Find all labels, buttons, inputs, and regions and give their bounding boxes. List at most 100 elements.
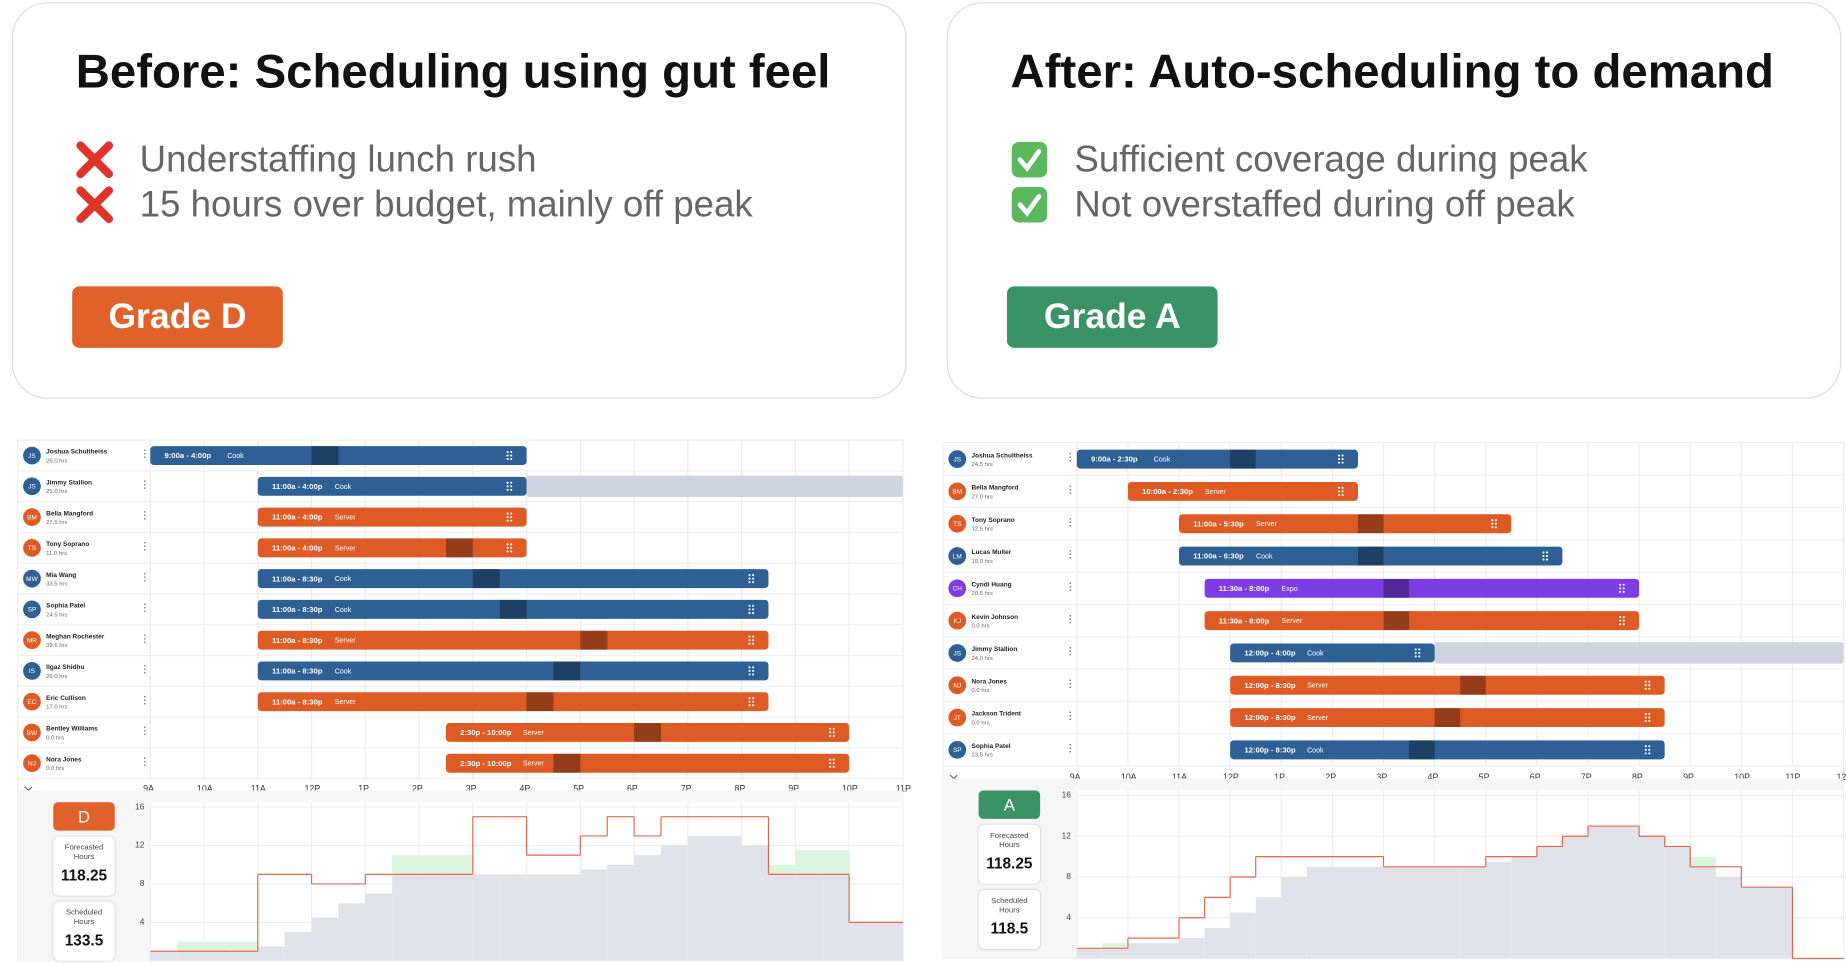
break-block [1434,708,1461,728]
drag-handle-dot [506,519,509,522]
hour-label: 11P [1785,772,1800,782]
forecast-covered [445,874,473,961]
drag-handle-dot [1542,554,1545,558]
shift-role: Cook [1256,552,1273,560]
avatar-initials: SP [28,607,37,614]
avatar [23,569,41,588]
drag-handle-dot [832,727,835,730]
hour-label: 12A [1836,772,1845,782]
break-block [1383,578,1410,598]
hour-label: 9A [143,784,154,794]
drag-handle-dot [1644,720,1647,723]
drag-handle-dot [1619,590,1622,593]
check-icon [1011,186,1048,223]
employee-hours: 12.5 hrs [971,527,992,533]
drag-handle-dot [510,516,513,519]
forecast-covered [150,951,178,961]
drag-handle-dot [1337,490,1341,493]
row-menu: ⋮ [140,510,151,522]
employee-hours: 24.5 hrs [971,462,992,468]
grade-button[interactable]: Grade A [1006,286,1218,348]
row-menu: ⋮ [140,540,151,552]
drag-handle-dot [1337,461,1341,464]
row-menu: ⋮ [140,664,151,676]
hour-label: 9A [1070,772,1081,782]
drag-handle-dot [510,454,513,457]
employee-hours: 26.0 hrs [46,458,67,464]
shift-time: 9:00a - 2:30p [1091,455,1138,464]
drag-handle-dot [1622,583,1625,586]
forecast-covered [284,932,312,961]
shift-role: Cook [1307,649,1324,657]
forecast-covered [311,917,339,961]
employee-name: Bentley Williams [46,726,98,733]
drag-handle-dot [1494,519,1497,522]
forecast-gap [822,850,850,875]
drag-handle-dot [1545,558,1549,561]
forecast-covered [1766,887,1793,959]
unavailable-block [526,475,903,497]
shift-time: 11:00a - 6:30p [1193,552,1244,561]
row-menu: ⋮ [1065,710,1076,722]
forecast-covered [1127,943,1154,959]
grade-button[interactable]: Grade D [72,286,283,348]
y-tick-label: 4 [140,918,145,927]
drag-handle-dot [1648,745,1651,748]
drag-handle-dot [1648,712,1651,716]
drag-handle-dot [1341,490,1344,493]
drag-handle-dot [748,669,751,672]
drag-handle-dot [510,546,513,549]
employee-hours: 0.0 hrs [971,720,989,726]
hour-label: 3P [466,784,477,794]
hour-label: 9P [1683,772,1694,782]
employee-hours: 27.0 hrs [971,494,992,500]
forecast-covered [768,874,796,961]
summary-label: Forecasted Hours [990,831,1029,850]
hour-label: 11A [251,784,266,794]
forecast-covered [1230,912,1256,959]
drag-handle-dot [748,611,751,615]
drag-handle-dot [1622,616,1625,619]
drag-handle-dot [1648,716,1651,719]
break-block [311,446,339,466]
avatar-initials: JS [28,484,36,491]
forecast-covered [1741,887,1767,959]
forecast-covered [1332,866,1358,959]
shift-bar [257,569,769,589]
summary-value: 118.25 [986,854,1033,873]
avatar-initials: TS [28,545,37,552]
drag-handle-dot [829,727,832,730]
employee-name: Ilgaz Shidhu [46,664,84,671]
forecast-covered [472,874,500,961]
avatar [948,676,967,695]
forecast-covered [1485,861,1512,959]
hour-label: 6P [627,784,638,794]
avatar-initials: IS [29,668,36,675]
drag-handle-dot [1648,720,1651,723]
shift-bar [1127,481,1358,501]
avatar-initials: MW [26,576,38,583]
drag-handle-dot [748,639,751,642]
drag-handle-dot [748,635,751,638]
hour-label: 5P [1479,772,1490,782]
avatar [948,547,967,565]
hour-label: 1P [358,784,369,794]
hour-label: 8P [1632,772,1643,782]
drag-handle-dot [506,458,509,461]
break-block [445,538,473,558]
drag-handle-dot [1644,687,1647,690]
shift-role: Server [335,637,356,645]
employee-name: Nora Jones [46,756,82,763]
forecast-covered [257,946,285,961]
hour-label: 2P [412,784,423,794]
drag-handle-dot [510,550,513,553]
row-menu: ⋮ [140,725,151,737]
employee-name: Jimmy Stallion [971,646,1017,653]
employee-name: Sophia Patel [46,603,85,610]
drag-handle-dot [829,734,832,738]
hour-label: 3P [1376,772,1387,782]
hour-label: 8P [734,784,745,794]
shift-role: Server [335,698,356,706]
drag-handle-dot [752,577,755,580]
shift-time: 11:30a - 8:00p [1219,584,1270,593]
